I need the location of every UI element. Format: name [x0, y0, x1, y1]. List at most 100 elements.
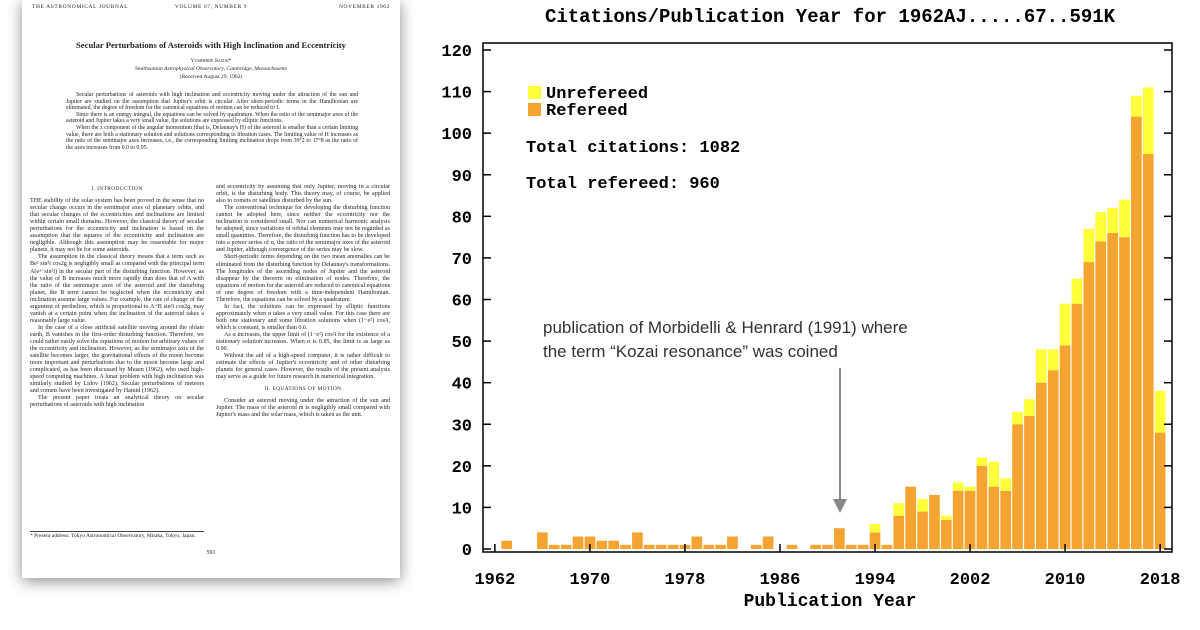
- bar-segment: [1012, 424, 1023, 549]
- paragraph: The present paper treats an analytical t…: [30, 395, 204, 409]
- legend-swatch: [528, 103, 541, 116]
- bar-segment: [822, 544, 833, 549]
- bar-segment: [750, 544, 762, 549]
- bar-segment: [1035, 349, 1047, 383]
- bar-segment: [929, 494, 940, 549]
- bar-segment: [1012, 411, 1023, 425]
- bar-segment: [964, 490, 976, 549]
- bar-segment: [560, 544, 572, 549]
- y-tick-label: 80: [452, 209, 472, 228]
- bar-segment: [501, 540, 513, 549]
- bar-segment: [1024, 415, 1035, 549]
- bar-segment: [537, 532, 548, 549]
- y-tick-label: 100: [441, 126, 472, 145]
- x-tick-label: 2002: [950, 571, 991, 590]
- right-column: and eccentricity by assuming that only J…: [216, 184, 390, 549]
- bar-segment: [1107, 208, 1118, 233]
- legend-label: Refereed: [546, 102, 628, 121]
- y-tick-label: 90: [452, 168, 472, 187]
- plot-frame: [482, 42, 1173, 553]
- section-heading: I. INTRODUCTION: [91, 186, 143, 192]
- bar-segment: [1119, 237, 1130, 549]
- bar-segment: [572, 536, 584, 549]
- annotation-arrowhead: [833, 499, 847, 513]
- bar-segment: [1047, 370, 1059, 549]
- chart-title: Citations/Publication Year for 1962AJ...…: [545, 6, 1116, 28]
- section-heading: II. EQUATIONS OF MOTION: [264, 386, 342, 393]
- bar-segment: [1035, 382, 1047, 549]
- bar-segment: [976, 465, 988, 549]
- received-date: (Received August 29, 1962): [179, 74, 243, 80]
- bar-segment: [786, 544, 798, 549]
- y-tick-label: 0: [462, 542, 472, 561]
- bar-segment: [548, 544, 560, 549]
- y-tick-label: 20: [452, 459, 472, 478]
- abstract-paragraph: Secular perturbations of asteroids with …: [66, 92, 358, 112]
- y-tick-label: 30: [452, 417, 472, 436]
- y-tick-label: 40: [452, 376, 472, 395]
- bar-segment: [1059, 345, 1071, 549]
- legend-swatch: [528, 86, 541, 99]
- footnote: * Present address: Tokyo Astronomical Ob…: [30, 531, 204, 539]
- bar-segment: [1059, 303, 1071, 346]
- bar-segment: [893, 503, 905, 516]
- left-column: I. INTRODUCTION THE stability of the sol…: [30, 184, 204, 549]
- bar-segment: [857, 544, 869, 549]
- bar-segment: [917, 499, 928, 512]
- journal-date: NOVEMBER 1962: [338, 4, 390, 10]
- bar-segment: [1131, 95, 1142, 117]
- x-tick-label: 1978: [665, 571, 706, 590]
- bar-segment: [940, 519, 952, 549]
- x-tick-label: 2010: [1045, 571, 1086, 590]
- bar-segment: [655, 544, 667, 549]
- paragraph: The assumption in the classical theory m…: [30, 254, 204, 324]
- bar-segment: [834, 528, 845, 549]
- paragraph: The conventional technique for developin…: [216, 205, 390, 254]
- legend-label: Unrefereed: [546, 85, 648, 104]
- bar-segment: [1071, 278, 1083, 304]
- y-tick-label: 60: [452, 293, 472, 312]
- bar-segment: [952, 482, 964, 491]
- x-tick-label: 1986: [760, 571, 801, 590]
- abstract-paragraph: Since there is an energy integral, the e…: [66, 111, 358, 125]
- bar-segment: [632, 532, 643, 549]
- abstract: Secular perturbations of asteroids with …: [66, 92, 358, 151]
- bar-segment: [893, 515, 905, 549]
- journal-name: THE ASTRONOMICAL JOURNAL: [32, 4, 129, 10]
- paragraph: and eccentricity by assuming that only J…: [216, 184, 390, 205]
- bar-segment: [881, 544, 893, 549]
- bar-segment: [608, 540, 620, 549]
- bar-segment: [952, 490, 964, 549]
- bar-segment: [691, 536, 703, 549]
- paper-page: THE ASTRONOMICAL JOURNAL VOLUME 67, NUMB…: [22, 0, 400, 578]
- y-tick-label: 120: [441, 43, 472, 62]
- bar-segment: [1024, 399, 1035, 416]
- bar-segment: [1131, 116, 1142, 550]
- y-tick-label: 110: [441, 85, 472, 104]
- abstract-paragraph: When the z component of the angular mome…: [66, 124, 358, 151]
- annotation: the term “Kozai resonance” was coined: [543, 342, 838, 361]
- bar-segment: [1095, 241, 1107, 550]
- bar-segment: [917, 511, 928, 549]
- bar-segment: [1142, 153, 1154, 550]
- bar-segment: [1119, 199, 1130, 238]
- bar-segment: [1000, 478, 1012, 491]
- bar-segment: [727, 536, 738, 549]
- bar-segment: [1142, 87, 1154, 154]
- bar-segment: [869, 524, 881, 533]
- bar-segment: [596, 540, 608, 549]
- paragraph: Consider an asteroid moving under the at…: [216, 398, 390, 419]
- paper-title: Secular Perturbations of Asteroids with …: [76, 40, 346, 50]
- bar-segment: [1000, 490, 1012, 549]
- paragraph: THE stability of the solar system has be…: [30, 198, 204, 254]
- bar-segment: [667, 544, 679, 549]
- y-tick-label: 70: [452, 251, 472, 270]
- paragraph: As α increases, the upper limit of (1−e²…: [216, 331, 390, 353]
- total-text: Total refereed: 960: [526, 175, 720, 194]
- affiliation: Smithsonian Astrophysical Observatory, C…: [135, 66, 287, 72]
- bar-segment: [845, 544, 857, 549]
- bar-segment: [1071, 303, 1083, 549]
- y-tick-label: 10: [452, 500, 472, 519]
